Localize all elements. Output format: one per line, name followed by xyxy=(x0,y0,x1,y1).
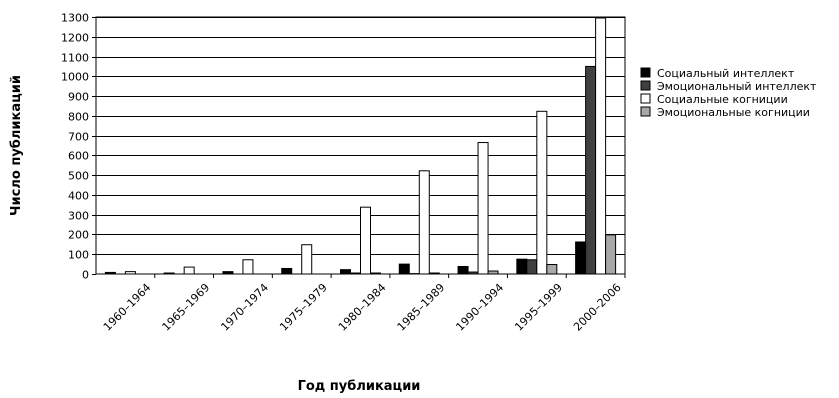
bar xyxy=(575,241,587,275)
bar xyxy=(595,17,607,275)
legend-label: Эмоциональные когниции xyxy=(657,106,810,119)
bar xyxy=(163,272,175,275)
x-tick-label: 1985–1989 xyxy=(395,281,448,334)
y-tick-label: 1100 xyxy=(61,52,89,65)
legend-swatch xyxy=(640,80,651,91)
y-tick-label: 600 xyxy=(68,150,89,163)
bar xyxy=(370,272,381,275)
bar xyxy=(605,234,617,275)
bar xyxy=(477,142,489,275)
y-tick-label: 900 xyxy=(68,91,89,104)
x-tick-label: 1995–1999 xyxy=(512,281,565,334)
x-tick-label: 1970–1974 xyxy=(218,281,271,334)
y-tick-label: 200 xyxy=(68,229,89,242)
bar xyxy=(242,259,254,275)
bar xyxy=(340,269,351,275)
x-tick-label: 1960–1964 xyxy=(101,281,154,334)
x-axis-title: Год публикации xyxy=(298,379,421,394)
y-tick-label: 1200 xyxy=(61,32,89,45)
bar xyxy=(487,270,499,275)
y-tick-label: 500 xyxy=(68,170,89,183)
y-tick-label: 1000 xyxy=(61,71,89,84)
bar xyxy=(526,259,538,275)
x-tick-label: 1965–1969 xyxy=(160,281,213,334)
bar xyxy=(467,271,479,275)
legend-label: Эмоциональный интеллект xyxy=(657,80,817,93)
bar xyxy=(585,65,597,275)
bar xyxy=(428,272,440,275)
bar xyxy=(398,263,410,275)
x-tick-label: 1980–1984 xyxy=(336,281,389,334)
bar xyxy=(360,206,371,275)
y-tick-label: 1300 xyxy=(61,12,89,25)
legend-swatch xyxy=(640,93,651,104)
bar xyxy=(457,265,469,275)
bar xyxy=(104,271,116,275)
bar xyxy=(183,266,195,275)
y-tick-label: 100 xyxy=(68,249,89,262)
bar xyxy=(546,264,558,275)
bar xyxy=(350,272,361,275)
legend-label: Социальный интеллект xyxy=(657,67,795,80)
bar xyxy=(536,110,548,275)
y-tick-label: 400 xyxy=(68,190,89,203)
y-tick-label: 800 xyxy=(68,111,89,124)
legend-swatch xyxy=(640,67,651,78)
x-tick-label: 2000–2006 xyxy=(571,281,624,334)
bar xyxy=(281,267,293,275)
bar xyxy=(222,271,234,275)
legend-label: Социальные когниции xyxy=(657,93,788,106)
y-tick-label: 0 xyxy=(82,269,89,282)
y-axis-title: Число публикаций xyxy=(9,75,24,216)
y-tick-label: 700 xyxy=(68,131,89,144)
bar xyxy=(124,271,136,275)
legend-swatch xyxy=(640,106,651,117)
bar xyxy=(301,244,313,275)
y-tick-label: 300 xyxy=(68,210,89,223)
bar xyxy=(516,258,528,275)
x-tick-label: 1975–1979 xyxy=(277,281,330,334)
x-tick-label: 1990–1994 xyxy=(453,281,506,334)
bar xyxy=(418,170,430,275)
